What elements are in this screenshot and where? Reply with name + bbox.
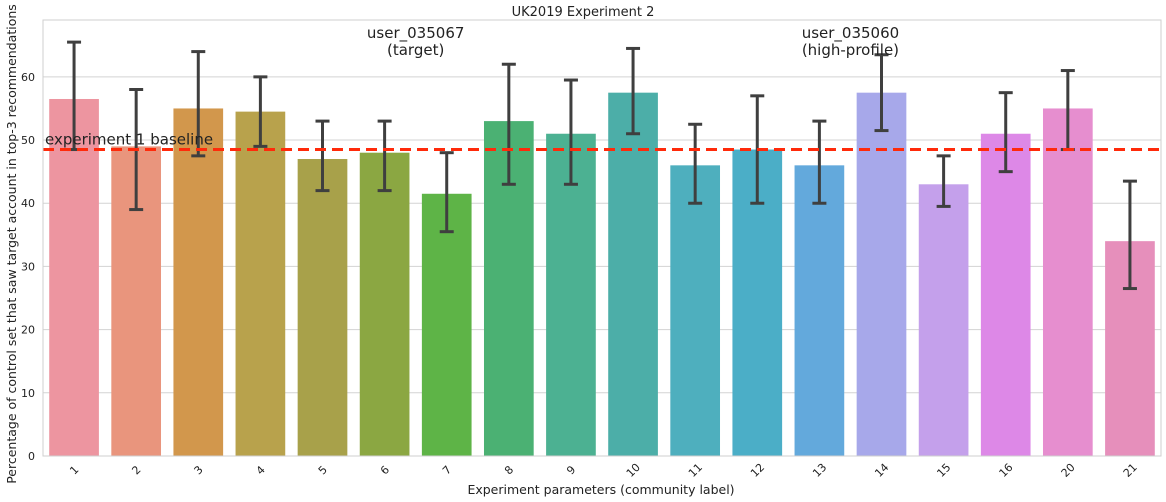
bar-14	[856, 92, 907, 457]
x-tick-label: 3	[192, 463, 206, 477]
bar-13	[794, 165, 845, 457]
bar-1	[49, 98, 99, 456]
x-tick-label: 5	[316, 463, 330, 477]
x-tick-label: 8	[502, 463, 516, 477]
x-tick-label: 21	[1121, 461, 1140, 480]
error-bar-8	[501, 62, 516, 186]
error-bar-4	[253, 75, 268, 148]
x-tick-label: 16	[997, 461, 1016, 480]
bars-group	[49, 92, 1155, 457]
baseline-group: experiment 1 baseline	[43, 131, 1161, 152]
chart-title: UK2019 Experiment 2	[512, 5, 655, 20]
error-bar-13	[812, 119, 827, 205]
y-tick-label: 50	[21, 134, 35, 147]
x-tick-label: 12	[748, 461, 767, 480]
error-bar-5	[315, 119, 330, 193]
x-tick-label: 9	[564, 463, 578, 477]
x-tick-label: 4	[254, 463, 268, 477]
x-tick-label: 15	[934, 461, 953, 480]
bar-16	[980, 133, 1031, 456]
error-bars-group	[67, 40, 1137, 291]
error-bar-9	[563, 78, 578, 186]
bar-10	[608, 92, 658, 457]
x-tick-label: 20	[1059, 461, 1078, 480]
bar-3	[173, 108, 224, 456]
y-tick-label: 60	[21, 71, 35, 84]
annotations: user_035067 (target) user_035060 (high-prof…	[367, 24, 899, 59]
annotation-label: user_035060 (high-profile)	[802, 24, 899, 59]
annotation-label: user_035067 (target)	[367, 24, 464, 59]
error-bar-16	[998, 91, 1013, 174]
bar-5	[297, 159, 348, 456]
bar-7	[421, 193, 472, 456]
y-tick-label: 10	[21, 387, 35, 400]
x-tick-label: 14	[872, 461, 891, 480]
plot-frame	[42, 19, 1162, 457]
y-tick-label: 20	[21, 324, 35, 337]
bar-4	[235, 111, 286, 456]
x-tick-label: 10	[624, 461, 643, 480]
bar-11	[670, 165, 721, 457]
bar-6	[359, 152, 410, 456]
error-bar-6	[377, 119, 392, 193]
y-tick-label: 40	[21, 197, 35, 210]
x-axis-ticks: 1 2 3 4 5 6 7 8 9 10 11 12 13 14 15 16 20 21	[67, 461, 1140, 480]
y-axis-label: Percentage of control set that saw targe…	[4, 4, 19, 484]
x-tick-label: 7	[440, 463, 454, 477]
error-bar-15	[936, 154, 951, 208]
bar-15	[918, 184, 969, 456]
x-tick-label: 13	[810, 461, 829, 480]
x-tick-label: 2	[129, 463, 143, 477]
bar-20	[1042, 108, 1093, 456]
error-bar-21	[1122, 179, 1137, 291]
error-bar-10	[626, 46, 641, 136]
x-tick-label: 11	[686, 461, 705, 480]
x-tick-label: 1	[67, 463, 81, 477]
error-bar-7	[439, 151, 454, 234]
error-bar-14	[874, 53, 889, 133]
x-tick-label: 6	[378, 463, 392, 477]
baseline-label: experiment 1 baseline	[45, 131, 213, 149]
y-tick-label: 0	[28, 450, 35, 463]
error-bar-3	[191, 50, 206, 158]
y-tick-label: 30	[21, 260, 35, 273]
x-axis-label: Experiment parameters (community label)	[467, 482, 734, 497]
error-bar-11	[688, 122, 703, 205]
y-axis-ticks: 0 10 20 30 40 50 60	[21, 71, 35, 463]
bar-9	[546, 133, 596, 456]
grid-lines	[43, 76, 1161, 457]
